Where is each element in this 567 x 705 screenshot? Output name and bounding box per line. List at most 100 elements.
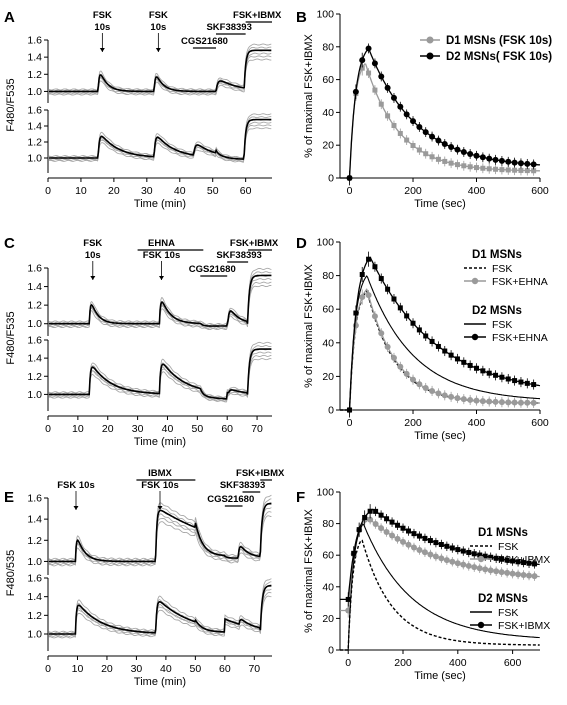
- data-point-f-3: [438, 542, 444, 548]
- data-point-d-3: [467, 362, 473, 368]
- data-point-b-0: [397, 130, 403, 136]
- x-tick-label-b: 200: [404, 185, 422, 197]
- y-tick-label-f: 80: [322, 518, 334, 530]
- x-tick-label-e: 60: [219, 663, 231, 675]
- data-point-f-3: [367, 508, 373, 514]
- data-point-f-3: [444, 543, 450, 549]
- x-tick-label-e: 70: [248, 663, 260, 675]
- data-point-f-3: [499, 556, 505, 562]
- data-point-b-1: [524, 160, 531, 167]
- data-point-d-1: [378, 330, 385, 337]
- y-tick-label-f: 100: [316, 487, 334, 499]
- data-point-d-1: [422, 384, 429, 391]
- data-point-f-1: [460, 561, 467, 568]
- x-axis-label-b: Time (sec): [414, 198, 466, 210]
- y-tick-label-a-top: 1.6: [27, 35, 42, 47]
- data-point-f-1: [416, 546, 423, 553]
- data-point-d-3: [378, 276, 384, 282]
- data-point-b-1: [346, 175, 353, 181]
- mean-trace-e-bottom: [48, 584, 272, 635]
- y-tick-label-a-top: 1.4: [27, 52, 42, 64]
- data-point-b-1: [435, 137, 442, 144]
- data-point-d-3: [512, 378, 518, 384]
- x-axis-label-a: Time (min): [134, 198, 186, 210]
- data-point-f-1: [515, 571, 522, 578]
- annotation-c: CGS21680: [189, 264, 236, 275]
- x-tick-label-c: 60: [221, 423, 233, 435]
- data-point-d-3: [410, 320, 416, 326]
- x-tick-label-a: 30: [141, 185, 153, 197]
- x-tick-label-b: 0: [347, 185, 353, 197]
- data-point-d-1: [365, 292, 372, 299]
- y-tick-label-c-bottom: 1.0: [27, 389, 42, 401]
- data-point-d-3: [474, 365, 480, 371]
- data-point-b-1: [460, 148, 467, 155]
- mean-trace-a-top: [49, 49, 272, 93]
- cell-trace-a-top: [48, 52, 272, 95]
- data-point-d-3: [359, 272, 365, 278]
- data-point-f-3: [504, 557, 510, 563]
- data-point-f-1: [531, 573, 538, 580]
- legend-marker-d-1: [471, 277, 479, 285]
- y-tick-label-b: 0: [328, 173, 334, 185]
- data-point-d-1: [511, 399, 518, 406]
- data-point-d-1: [467, 396, 474, 403]
- annotation-c: EHNA: [148, 238, 175, 249]
- data-point-f-3: [373, 508, 379, 514]
- y-tick-label-b: 80: [322, 41, 334, 53]
- data-point-f-1: [367, 516, 374, 523]
- mean-trace-c-bottom: [48, 348, 272, 400]
- legend-group-f-1: D2 MSNs: [478, 593, 528, 605]
- data-point-d-1: [429, 387, 436, 394]
- x-tick-label-b: 600: [531, 185, 549, 197]
- data-point-f-1: [509, 570, 516, 577]
- data-point-b-0: [518, 167, 524, 173]
- panel-letter-d: D: [296, 235, 307, 252]
- data-point-b-1: [378, 73, 385, 80]
- x-tick-label-a: 40: [174, 185, 186, 197]
- data-point-b-0: [429, 154, 435, 160]
- data-point-b-1: [429, 133, 436, 140]
- x-tick-label-f: 400: [449, 657, 467, 669]
- data-point-d-3: [448, 352, 454, 358]
- data-point-f-1: [520, 571, 527, 578]
- data-point-f-3: [378, 512, 384, 518]
- data-point-b-1: [384, 84, 391, 91]
- data-point-f-3: [493, 555, 499, 561]
- data-point-f-1: [504, 569, 511, 576]
- data-point-d-3: [480, 368, 486, 374]
- y-tick-label-e-bottom: 1.2: [27, 610, 42, 622]
- annotation-a: FSK: [149, 10, 168, 21]
- data-point-b-1: [486, 155, 493, 162]
- data-point-d-1: [530, 399, 537, 406]
- x-tick-label-e: 30: [131, 663, 143, 675]
- data-point-d-3: [499, 374, 505, 380]
- data-point-d-3: [524, 380, 530, 386]
- x-tick-label-d: 600: [531, 417, 549, 429]
- arrow-head-e: [73, 506, 79, 510]
- data-point-f-3: [488, 554, 494, 560]
- data-point-b-1: [467, 150, 474, 157]
- data-point-d-3: [518, 379, 524, 385]
- annotation-a: FSK: [93, 10, 112, 21]
- cell-trace-e-bottom: [48, 595, 272, 639]
- data-point-f-3: [356, 527, 362, 533]
- data-point-b-0: [442, 158, 448, 164]
- data-point-d-3: [353, 310, 359, 316]
- data-point-f-3: [433, 540, 439, 546]
- y-tick-label-a-bottom: 1.0: [27, 153, 42, 165]
- panel-letter-a: A: [4, 9, 15, 26]
- data-point-b-1: [492, 156, 499, 163]
- y-tick-label-a-bottom: 1.4: [27, 121, 42, 133]
- data-point-d-1: [416, 381, 423, 388]
- y-axis-label-f: % of maximal FSK+IBMX: [303, 508, 315, 632]
- data-point-d-1: [371, 313, 378, 320]
- x-tick-label-d: 400: [468, 417, 486, 429]
- panel-letter-b: B: [296, 9, 307, 26]
- data-point-b-1: [498, 157, 505, 164]
- legend-label-d-0: FSK: [492, 263, 512, 275]
- y-tick-label-f: 60: [322, 550, 334, 562]
- data-point-f-3: [521, 560, 527, 566]
- legend-marker-b-1: [426, 52, 434, 60]
